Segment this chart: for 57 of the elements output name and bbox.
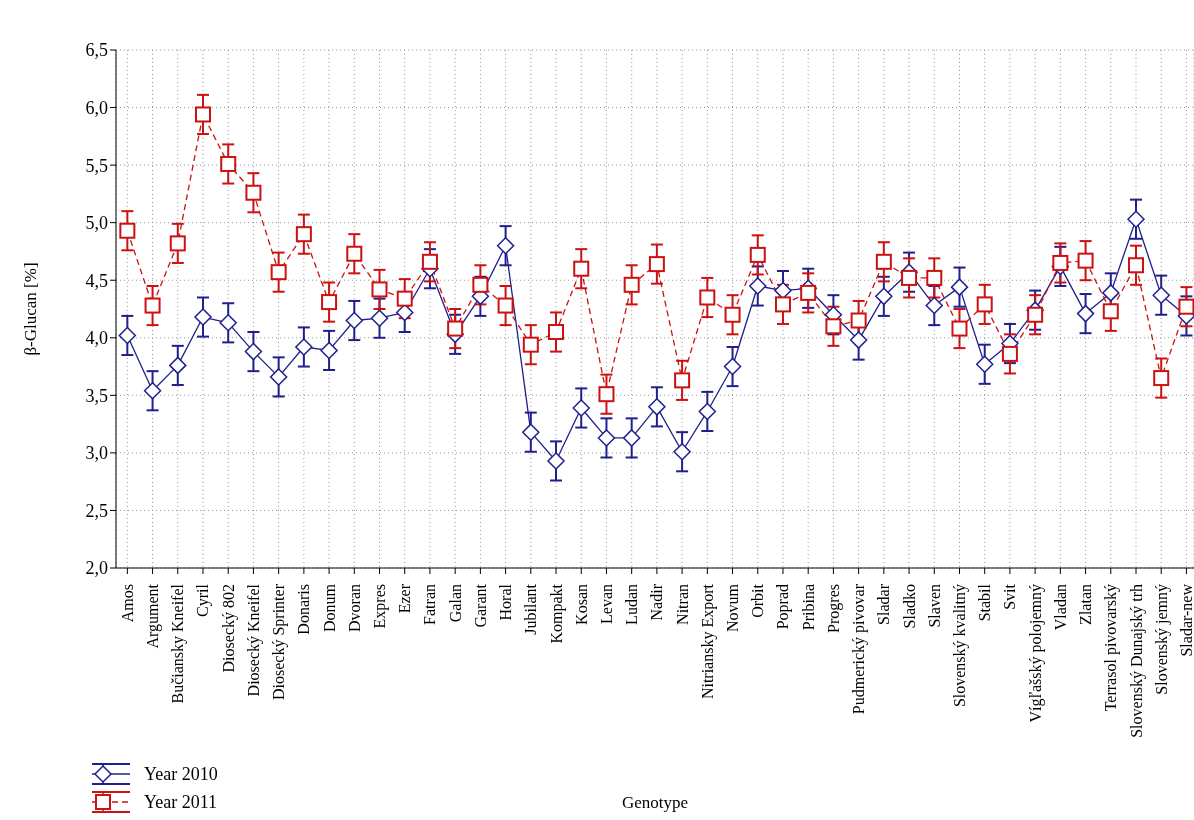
x-tick-label: Sladar-new (1177, 583, 1194, 657)
x-tick-label: Slaven (925, 584, 943, 628)
x-tick-label: Terrasol pivovarský (1102, 584, 1121, 712)
x-tick-label: Vígľašský polojemný (1026, 584, 1045, 723)
x-tick-label: Dvoran (345, 584, 363, 632)
x-tick-label: Svit (1001, 583, 1019, 610)
y-tick-label: 6,0 (85, 97, 108, 118)
y-tick-label: 2,5 (85, 500, 108, 521)
x-tick-label: Argument (144, 583, 163, 649)
x-axis-title: Genotype (621, 793, 689, 812)
x-tick-label: Nitriansky Export (698, 583, 717, 700)
x-tick-label: Orbit (749, 583, 767, 618)
x-tick-label: Ezer (396, 583, 414, 614)
x-tick-label: Diosecký Sprinter (270, 583, 289, 700)
y-axis-title: β-Glucan [%] (21, 262, 41, 356)
x-tick-label: Stabil (976, 583, 994, 622)
x-tick-label: Fatran (421, 584, 439, 625)
x-tick-label: Sladar (875, 583, 893, 625)
x-tick-label: Ludan (623, 584, 641, 625)
x-tick-label: Progres (824, 584, 843, 633)
x-tick-label: Donaris (295, 584, 313, 635)
x-tick-label: Bučiansky Kneifel (169, 583, 188, 704)
x-tick-label: Nitran (673, 584, 691, 625)
x-tick-label: Slovenský Dunajský trh (1127, 584, 1146, 738)
x-tick-label: Pribina (799, 584, 817, 631)
x-tick-label: Nadir (648, 583, 666, 621)
x-tick-label: Slovenský kvalitný (950, 584, 969, 708)
legend-label: Year 2010 (144, 763, 218, 785)
x-tick-label: Kosan (572, 584, 590, 625)
y-tick-label: 2,0 (85, 558, 108, 579)
x-tick-label: Poprad (774, 584, 793, 630)
x-tick-label: Diosecký Kneifel (244, 583, 263, 697)
x-tick-label: Diosecký 802 (219, 584, 238, 673)
legend-label: Year 2011 (144, 791, 218, 813)
x-tick-label: Vladan (1051, 584, 1069, 631)
y-tick-label: 5,0 (85, 213, 108, 234)
y-tick-label: 3,0 (85, 443, 108, 464)
x-tick-label: Jubilant (522, 583, 540, 635)
x-tick-label: Garant (471, 583, 489, 628)
x-tick-label: Levan (597, 584, 615, 624)
y-tick-label: 4,5 (85, 270, 108, 291)
x-tick-label: Cyril (194, 583, 213, 617)
x-tick-label: Galan (446, 584, 464, 623)
x-tick-label: Novum (724, 583, 742, 632)
y-tick-label: 3,5 (85, 385, 108, 406)
x-tick-label: Kompakt (547, 583, 566, 644)
x-tick-label: Donum (320, 583, 338, 632)
x-tick-label: Pudmerický pivovar (850, 583, 869, 715)
x-tick-label: Sladko (900, 584, 918, 629)
x-tick-label: Horal (497, 583, 515, 621)
y-tick-label: 4,0 (85, 328, 108, 349)
x-tick-label: Amos (118, 584, 136, 623)
x-tick-label: Expres (371, 584, 390, 629)
y-tick-label: 6,5 (85, 40, 108, 61)
y-tick-label: 5,5 (85, 155, 108, 176)
x-tick-label: Slovenský jemný (1152, 584, 1171, 695)
x-tick-label: Zlatan (1077, 584, 1095, 625)
